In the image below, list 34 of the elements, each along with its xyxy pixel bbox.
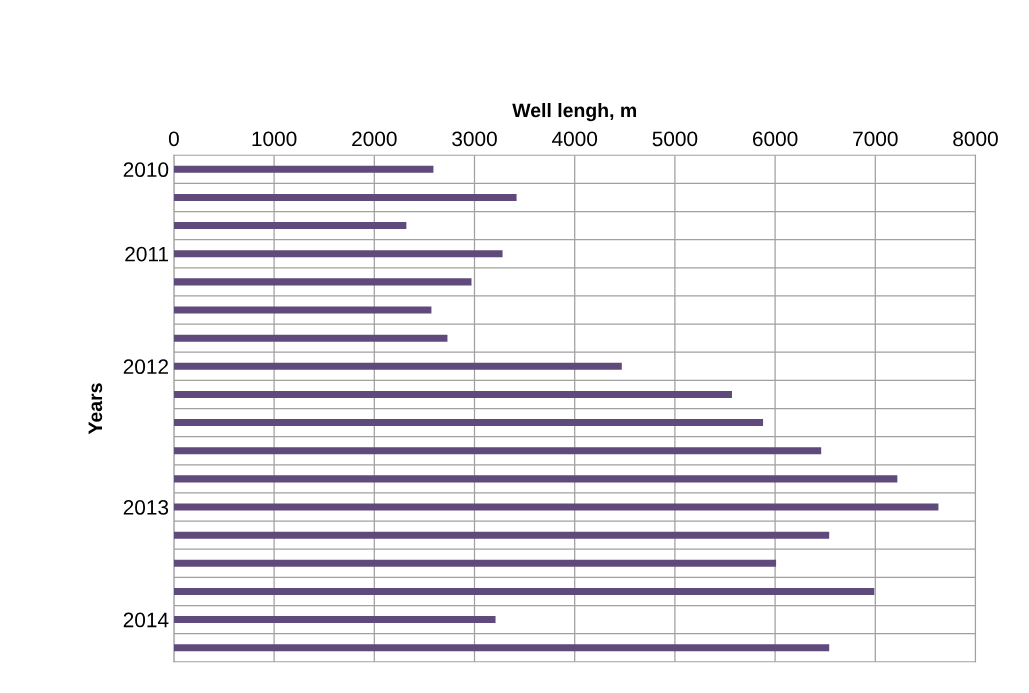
bar: [173, 278, 472, 286]
bar: [173, 165, 434, 173]
y-axis-title: Years: [88, 383, 103, 435]
bar: [173, 390, 733, 398]
bar: [173, 193, 517, 201]
bar: [173, 250, 503, 258]
x-tick-label: 5000: [652, 131, 698, 147]
y-tick-label: 2013: [123, 500, 169, 515]
x-tick-label: 4000: [552, 131, 598, 147]
bar: [173, 475, 898, 483]
bar: [173, 222, 407, 230]
bar: [173, 334, 448, 342]
bar: [173, 644, 830, 652]
x-tick-label: 0: [168, 131, 179, 147]
bar: [173, 447, 822, 455]
bar: [173, 503, 939, 511]
x-tick-label: 8000: [953, 131, 998, 147]
y-tick-label: 2010: [123, 162, 169, 178]
bar: [173, 587, 875, 595]
y-tick-label: 2012: [123, 359, 168, 375]
bar: [173, 306, 432, 314]
bar: [173, 362, 622, 370]
x-tick-label: 7000: [853, 131, 898, 147]
bar: [173, 531, 830, 539]
y-tick-label: 2011: [125, 246, 169, 262]
x-tick-label: 1000: [252, 131, 297, 147]
bar: [173, 419, 764, 427]
bar: [173, 616, 496, 624]
bar: [173, 559, 777, 567]
x-tick-label: 6000: [752, 131, 798, 147]
x-tick-label: 2000: [352, 131, 397, 147]
y-tick-label: 2014: [123, 612, 169, 628]
x-axis-title: Well lengh, m: [512, 102, 636, 122]
x-tick-label: 3000: [452, 131, 497, 147]
